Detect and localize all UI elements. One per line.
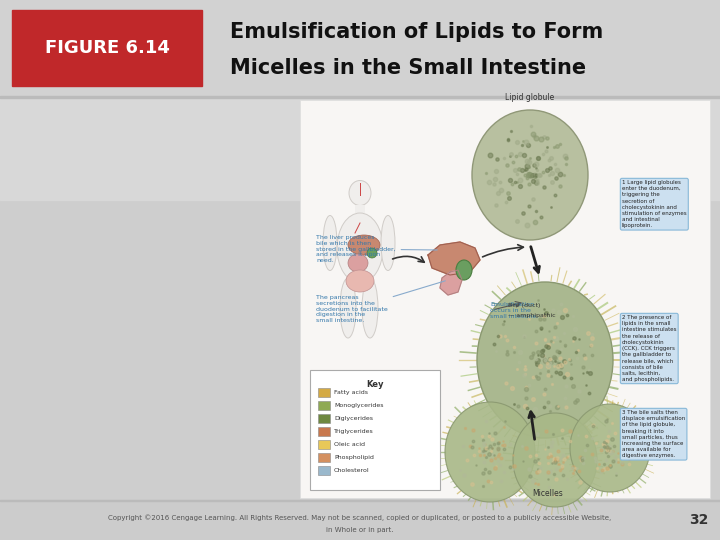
Ellipse shape (340, 278, 356, 338)
Text: Key: Key (366, 380, 384, 389)
Bar (355, 205, 365, 213)
Text: Bile (duct): Bile (duct) (508, 302, 541, 307)
Text: FIGURE 6.14: FIGURE 6.14 (45, 39, 169, 57)
Text: The liver produces
bile which is then
stored in the gallbladder,
and releases it: The liver produces bile which is then st… (316, 235, 437, 263)
Text: Triglycerides: Triglycerides (334, 429, 374, 434)
Text: Diglycerides: Diglycerides (334, 416, 373, 421)
Ellipse shape (381, 215, 395, 271)
Text: — amphipathic: — amphipathic (508, 313, 556, 318)
Bar (0, 0, 720, 200)
Ellipse shape (445, 402, 535, 502)
Ellipse shape (513, 413, 597, 507)
Bar (12, 10, 202, 86)
Text: 2 The presence of
lipids in the small
intestine stimulates
the release of
cholec: 2 The presence of lipids in the small in… (622, 315, 677, 382)
Polygon shape (428, 242, 480, 275)
Ellipse shape (570, 404, 650, 492)
Bar (310, 370, 440, 490)
Ellipse shape (456, 260, 472, 280)
Text: Emulsification
occurs in the
small intestine.: Emulsification occurs in the small intes… (490, 302, 539, 319)
Ellipse shape (348, 235, 380, 255)
Text: Micelles in the Small Intestine: Micelles in the Small Intestine (230, 58, 586, 78)
Text: in Whole or in part.: in Whole or in part. (326, 527, 394, 533)
Bar (0, 0, 720, 96)
Text: Oleic acid: Oleic acid (334, 442, 365, 447)
Bar (318, 427, 330, 436)
Bar (318, 440, 330, 449)
Text: Fatty acids: Fatty acids (334, 390, 368, 395)
Text: Emulsification of Lipids to Form: Emulsification of Lipids to Form (230, 22, 603, 42)
Text: Lipid globule: Lipid globule (505, 93, 554, 102)
Text: Copyright ©2016 Cengage Learning. All Rights Reserved. May not be scanned, copie: Copyright ©2016 Cengage Learning. All Ri… (109, 515, 611, 521)
Ellipse shape (362, 278, 378, 338)
Bar (0, 500, 720, 501)
Text: Phospholipid: Phospholipid (334, 455, 374, 460)
Bar (318, 466, 330, 475)
Text: The pancreas
secretions into the
duodenum to facilitate
digestion in the
small i: The pancreas secretions into the duodenu… (316, 281, 446, 323)
Ellipse shape (337, 213, 383, 283)
Ellipse shape (348, 254, 368, 272)
Bar (318, 414, 330, 423)
Text: Monoglycerides: Monoglycerides (334, 403, 384, 408)
Bar (318, 453, 330, 462)
Bar (318, 388, 330, 397)
Bar (0, 500, 720, 540)
Bar (318, 401, 330, 410)
Ellipse shape (323, 215, 337, 271)
Ellipse shape (349, 180, 371, 206)
Text: 1 Large lipid globules
enter the duodenum,
triggering the
secretion of
cholecyst: 1 Large lipid globules enter the duodenu… (622, 180, 687, 228)
Text: 3 The bile salts then
displace emulsification
of the lipid globule,
breaking it : 3 The bile salts then displace emulsific… (622, 410, 685, 458)
Text: 32: 32 (688, 513, 708, 527)
Ellipse shape (367, 248, 377, 258)
Text: Micelles: Micelles (533, 489, 563, 498)
Polygon shape (440, 270, 462, 295)
Text: Cholesterol: Cholesterol (334, 468, 369, 473)
Ellipse shape (472, 110, 588, 240)
Bar (0, 96, 720, 98)
Bar (300, 100, 710, 498)
Ellipse shape (477, 282, 613, 438)
Ellipse shape (346, 270, 374, 292)
